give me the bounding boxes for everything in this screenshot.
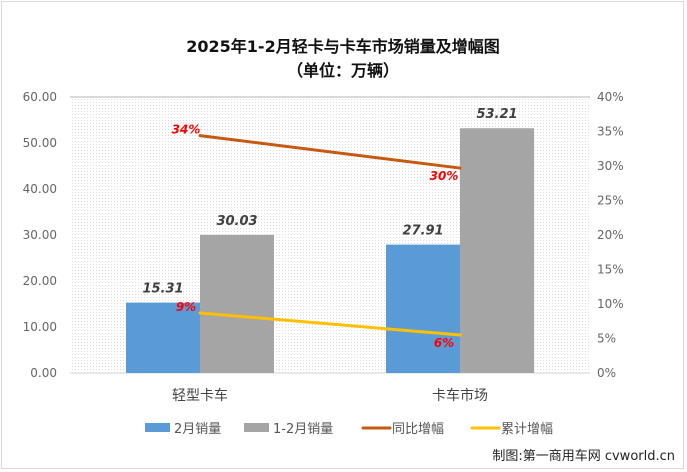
bar: [126, 302, 200, 373]
bar-data-label: 30.03: [216, 214, 257, 229]
chart-title: 2025年1-2月轻卡与卡车市场销量及增幅图: [186, 37, 499, 56]
line-point: [198, 134, 202, 138]
line-point: [458, 166, 462, 170]
legend-label: 2月销量: [174, 422, 221, 437]
y-right-tick-label: 20%: [597, 228, 624, 242]
y-right-tick-label: 35%: [597, 125, 624, 139]
x-category-label: 卡车市场: [432, 387, 488, 404]
legend-label: 1-2月销量: [273, 422, 333, 437]
line-data-label: 9%: [176, 300, 196, 314]
series-line: [199, 311, 461, 337]
legend-label: 累计增幅: [501, 422, 553, 437]
bar-data-label: 53.21: [476, 107, 517, 122]
credit-text: 制图:第一商用车网 cvworld.cn: [492, 448, 675, 464]
bar-data-label: 15.31: [142, 282, 183, 297]
y-left-tick-label: 30.00: [23, 228, 57, 242]
y-left-tick-label: 0.00: [30, 366, 57, 380]
legend-swatch: [145, 423, 170, 432]
chart-subtitle: （单位：万辆）: [287, 61, 399, 80]
y-left-tick-label: 10.00: [23, 320, 57, 334]
y-right-tick-label: 10%: [597, 297, 624, 311]
y-left-tick-label: 50.00: [23, 136, 57, 150]
y-right-tick-label: 25%: [597, 194, 624, 208]
series-line: [199, 134, 461, 170]
y-left-tick-label: 20.00: [23, 274, 57, 288]
y-right-tick-label: 40%: [597, 90, 624, 104]
bar: [386, 244, 460, 373]
y-right-tick-label: 15%: [597, 263, 624, 277]
y-left-tick-label: 40.00: [23, 182, 57, 196]
bar-data-label: 27.91: [402, 224, 443, 239]
line-data-label: 34%: [172, 123, 201, 137]
y-right-tick-label: 0%: [597, 366, 616, 380]
legend-label: 同比增幅: [392, 422, 444, 437]
legend-swatch: [244, 423, 269, 432]
y-right-tick-label: 5%: [597, 332, 616, 346]
bar: [460, 128, 534, 373]
x-category-label: 轻型卡车: [172, 387, 228, 404]
line-point: [458, 333, 462, 337]
y-right-tick-label: 30%: [597, 159, 624, 173]
y-left-tick-label: 60.00: [23, 90, 57, 104]
line-data-label: 30%: [430, 169, 459, 183]
line-point: [198, 311, 202, 315]
bar: [200, 234, 274, 373]
line-data-label: 6%: [434, 336, 454, 350]
